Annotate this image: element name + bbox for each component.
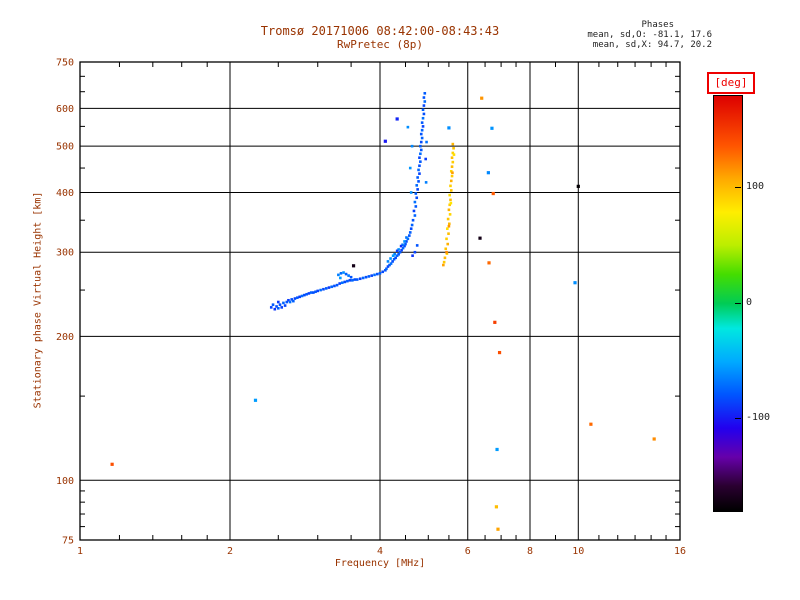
scatter-points [110, 92, 656, 531]
svg-text:16: 16 [674, 546, 686, 557]
x-tick-labels: 1 2 4 6 8 10 16 [77, 546, 686, 557]
svg-text:6: 6 [465, 546, 471, 557]
svg-text:1: 1 [77, 546, 83, 557]
phase-stats-block: Phases mean, sd,O: -81.1, 17.6 mean, sd,… [560, 20, 712, 50]
plot-frame [79, 61, 681, 541]
svg-text:100: 100 [56, 476, 74, 487]
plot-title: Tromsø 20171006 08:42:00-08:43:43 [260, 24, 500, 38]
phase-stats-header: Phases [641, 20, 674, 30]
colorbar-tick-label: -100 [746, 411, 771, 423]
colorbar-gradient [713, 95, 743, 512]
x-gridlines [229, 62, 579, 540]
colorbar-tick-label: 100 [746, 181, 765, 193]
colorbar-tick-mark [735, 417, 741, 419]
svg-text:8: 8 [527, 546, 533, 557]
svg-text:2: 2 [227, 546, 233, 557]
phase-stats-x-mode: mean, sd,X: 94.7, 20.2 [592, 40, 712, 50]
svg-text:4: 4 [377, 546, 383, 557]
colorbar-units-label: [deg] [707, 72, 755, 94]
y-axis-label: Stationary phase Virtual Height [km] [32, 191, 44, 409]
y-tick-labels: 750 600 500 400 300 200 100 75 [56, 58, 74, 547]
svg-text:10: 10 [572, 546, 584, 557]
svg-text:600: 600 [56, 104, 74, 115]
svg-text:300: 300 [56, 248, 74, 259]
svg-text:750: 750 [56, 58, 74, 69]
x-axis-label: Frequency [MHz] [334, 558, 426, 569]
y-gridlines [80, 107, 680, 481]
minor-ticks [80, 62, 680, 540]
svg-text:75: 75 [62, 536, 74, 547]
svg-text:200: 200 [56, 332, 74, 343]
colorbar-tick-mark [735, 187, 741, 189]
colorbar-tick-mark [735, 302, 741, 304]
plot-subtitle: RwPretec (8p) [336, 38, 424, 51]
svg-text:400: 400 [56, 188, 74, 199]
colorbar-tick-label: 0 [746, 296, 753, 308]
svg-text:500: 500 [56, 142, 74, 153]
phase-stats-o-mode: mean, sd,O: -81.1, 17.6 [587, 30, 712, 40]
